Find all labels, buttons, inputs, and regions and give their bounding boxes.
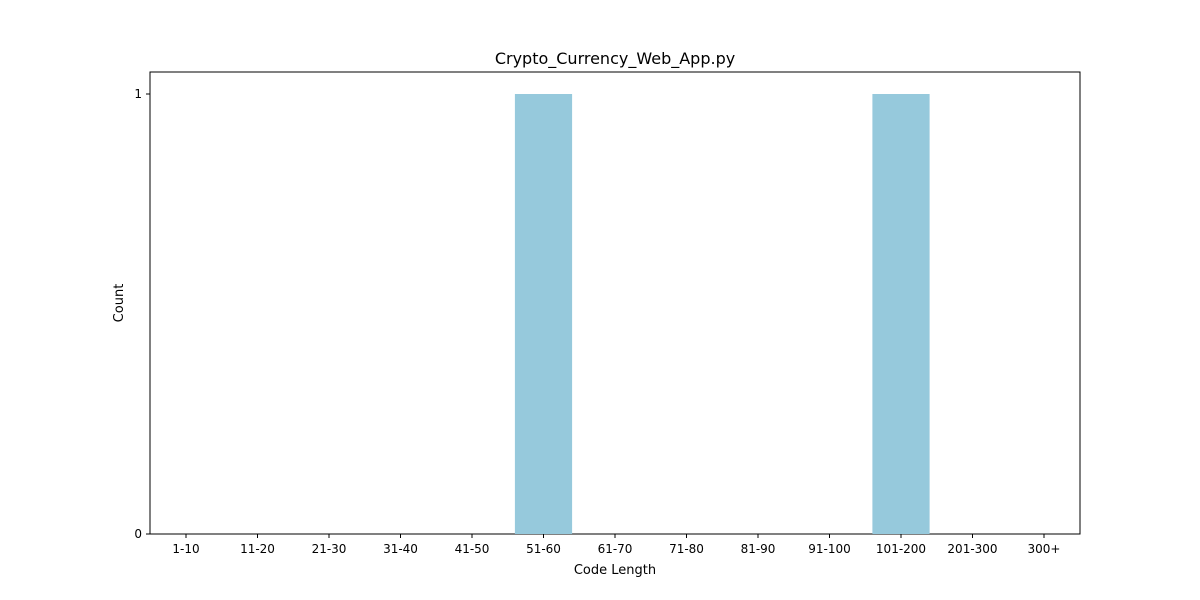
y-axis-ticks: 01 (134, 87, 150, 541)
y-tick-label: 0 (134, 527, 142, 541)
y-tick-label: 1 (134, 87, 142, 101)
x-tick-label: 31-40 (383, 542, 418, 556)
y-axis-label: Count (112, 284, 127, 323)
x-tick-label: 300+ (1028, 542, 1061, 556)
bar-101-200 (872, 94, 930, 534)
x-tick-label: 101-200 (876, 542, 926, 556)
x-tick-label: 201-300 (947, 542, 997, 556)
x-tick-label: 51-60 (526, 542, 561, 556)
x-tick-label: 41-50 (455, 542, 490, 556)
x-tick-label: 21-30 (312, 542, 347, 556)
x-tick-label: 71-80 (669, 542, 704, 556)
x-axis-ticks: 1-10 11-20 21-30 31-40 41-50 51-60 61-70 71-80 8… (172, 534, 1060, 556)
plot-area (149, 71, 1081, 535)
x-tick-label: 1-10 (172, 542, 199, 556)
bars-group (514, 94, 930, 534)
x-tick-label: 91-100 (808, 542, 851, 556)
x-tick-label: 81-90 (741, 542, 776, 556)
x-axis-label: Code Length (574, 563, 656, 578)
chart-title: Crypto_Currency_Web_App.py (495, 49, 735, 69)
x-tick-label: 61-70 (598, 542, 633, 556)
x-tick-label: 11-20 (240, 542, 275, 556)
bar-51-60 (514, 94, 573, 534)
